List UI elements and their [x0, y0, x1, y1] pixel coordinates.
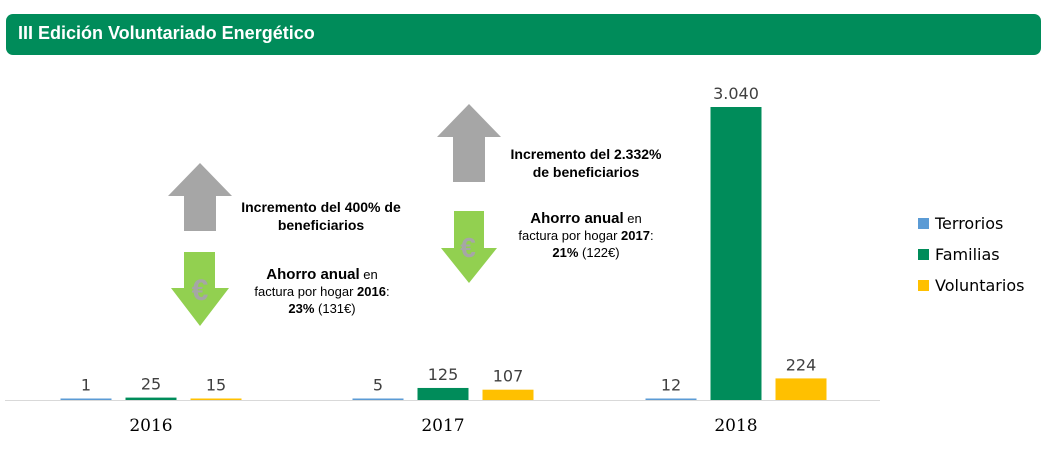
bar-voluntarios-2018	[775, 378, 827, 400]
legend-swatch	[918, 218, 929, 229]
data-label: 125	[428, 365, 459, 384]
legend-swatch	[918, 249, 929, 260]
bar-familias-2018	[710, 107, 762, 400]
bar-familias-2016	[125, 397, 177, 400]
x-tick-label: 2017	[421, 416, 464, 436]
legend-item-familias: Familias	[918, 239, 1024, 270]
bar-terrorios-2017	[352, 398, 404, 400]
legend-swatch	[918, 280, 929, 291]
x-tick-label: 2016	[129, 416, 172, 436]
savings-note-2017: Ahorro anual en factura por hogar 2017: …	[518, 210, 654, 260]
chart-title: III Edición Voluntariado Energético	[18, 23, 315, 43]
bar-voluntarios-2016	[190, 398, 242, 400]
savings-note-2016: Ahorro anual en factura por hogar 2016: …	[254, 266, 390, 316]
bar-terrorios-2016	[60, 398, 112, 400]
legend: Terrorios Familias Voluntarios	[918, 208, 1024, 301]
legend-label: Voluntarios	[935, 276, 1025, 295]
data-label: 1	[81, 376, 91, 395]
increase-note-2017: Incremento del 2.332% de beneficiarios	[510, 146, 662, 180]
legend-label: Familias	[935, 245, 1000, 264]
bar-familias-2017	[417, 387, 469, 400]
data-label: 224	[786, 355, 817, 374]
data-label: 3.040	[713, 84, 759, 103]
data-label: 12	[661, 376, 681, 395]
increase-note-2016: Incremento del 400% de beneficiarios	[241, 199, 401, 233]
bar-terrorios-2018	[645, 398, 697, 400]
data-label: 25	[141, 375, 161, 394]
data-label: 107	[493, 367, 524, 386]
title-banner: III Edición Voluntariado Energético	[6, 14, 1041, 55]
x-tick-label: 2018	[714, 416, 757, 436]
legend-item-terrorios: Terrorios	[918, 208, 1024, 239]
legend-label: Terrorios	[935, 214, 1004, 233]
bar-voluntarios-2017	[482, 389, 534, 400]
data-label: 5	[373, 376, 383, 395]
data-label: 15	[206, 376, 226, 395]
legend-item-voluntarios: Voluntarios	[918, 270, 1024, 301]
